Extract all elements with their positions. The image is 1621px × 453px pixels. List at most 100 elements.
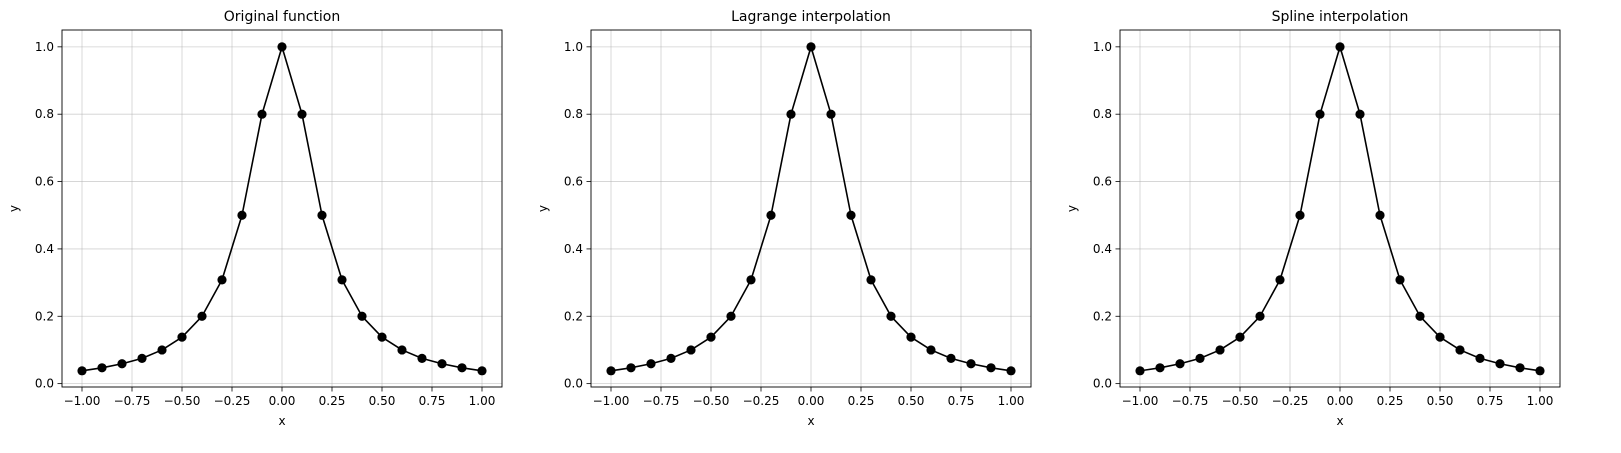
data-point <box>357 311 367 321</box>
data-point <box>317 210 327 220</box>
x-tick-label: −0.50 <box>693 394 730 408</box>
data-point <box>77 366 87 376</box>
data-point <box>1295 210 1305 220</box>
x-tick-label: 0.75 <box>1477 394 1504 408</box>
data-point <box>1435 332 1445 342</box>
y-tick-label: 0.4 <box>35 242 54 256</box>
x-tick-label: 1.00 <box>998 394 1025 408</box>
data-point <box>1235 332 1245 342</box>
data-point <box>1535 366 1545 376</box>
data-point <box>846 210 856 220</box>
data-point <box>1475 353 1485 363</box>
y-tick-label: 0.0 <box>1093 377 1112 391</box>
data-point <box>177 332 187 342</box>
y-tick-label: 0.6 <box>564 175 583 189</box>
data-point <box>906 332 916 342</box>
data-point <box>1255 311 1265 321</box>
y-tick-label: 0.4 <box>1093 242 1112 256</box>
x-tick-label: −0.25 <box>214 394 251 408</box>
data-point <box>137 353 147 363</box>
x-tick-label: 0.75 <box>419 394 446 408</box>
data-point <box>197 311 207 321</box>
x-tick-label: 0.25 <box>319 394 346 408</box>
y-tick-label: 0.8 <box>1093 107 1112 121</box>
y-tick-label: 0.2 <box>35 309 54 323</box>
y-tick-label: 1.0 <box>35 40 54 54</box>
data-point <box>866 275 876 285</box>
y-tick-label: 0.4 <box>564 242 583 256</box>
x-tick-label: −0.75 <box>114 394 151 408</box>
y-tick-label: 0.6 <box>35 175 54 189</box>
y-tick-label: 1.0 <box>564 40 583 54</box>
data-point <box>1335 42 1345 52</box>
y-axis-label: y <box>1065 205 1079 212</box>
chart-title: Spline interpolation <box>1272 9 1409 25</box>
x-tick-label: 0.75 <box>948 394 975 408</box>
data-point <box>157 345 167 355</box>
y-tick-label: 0.2 <box>564 309 583 323</box>
data-point <box>397 345 407 355</box>
data-point <box>117 359 127 369</box>
data-point <box>1515 363 1525 373</box>
chart-title: Original function <box>224 9 340 25</box>
data-point <box>1315 109 1325 119</box>
x-tick-label: 1.00 <box>469 394 496 408</box>
data-point <box>1495 359 1505 369</box>
data-point <box>706 332 716 342</box>
data-point <box>926 345 936 355</box>
data-point <box>377 332 387 342</box>
data-point <box>806 42 816 52</box>
chart-title: Lagrange interpolation <box>731 9 891 25</box>
subplot-3: −1.00 −0.75 −0.50 −0.25 0.00 0.25 0.50 0.75 1.00… <box>1065 9 1561 428</box>
x-tick-label: 1.00 <box>1527 394 1554 408</box>
data-point <box>277 42 287 52</box>
data-point <box>417 353 427 363</box>
x-axis-label: x <box>1336 414 1343 428</box>
x-tick-label: 0.00 <box>1327 394 1354 408</box>
data-point <box>1375 210 1385 220</box>
data-point <box>826 109 836 119</box>
y-tick-label: 0.8 <box>564 107 583 121</box>
data-point <box>1355 109 1365 119</box>
x-tick-label: 0.00 <box>269 394 296 408</box>
data-point <box>786 109 796 119</box>
data-point <box>606 366 616 376</box>
data-point <box>1006 366 1016 376</box>
data-point <box>1395 275 1405 285</box>
x-tick-label: −1.00 <box>64 394 101 408</box>
data-point <box>746 275 756 285</box>
x-tick-label: 0.25 <box>1377 394 1404 408</box>
data-point <box>1135 366 1145 376</box>
data-point <box>257 109 267 119</box>
data-point <box>1155 363 1165 373</box>
x-tick-label: −0.75 <box>643 394 680 408</box>
data-point <box>457 363 467 373</box>
x-tick-label: −0.50 <box>1222 394 1259 408</box>
data-point <box>646 359 656 369</box>
data-point <box>766 210 776 220</box>
y-tick-label: 0.6 <box>1093 175 1112 189</box>
x-tick-label: −1.00 <box>593 394 630 408</box>
data-point <box>337 275 347 285</box>
x-axis-label: x <box>807 414 814 428</box>
data-point <box>1415 311 1425 321</box>
y-axis-label: y <box>7 205 21 212</box>
axes-frame <box>61 29 503 388</box>
data-point <box>297 109 307 119</box>
x-tick-label: 0.00 <box>798 394 825 408</box>
data-point <box>1275 275 1285 285</box>
data-point <box>1455 345 1465 355</box>
x-tick-label: −0.25 <box>1272 394 1309 408</box>
subplot-2: −1.00 −0.75 −0.50 −0.25 0.00 0.25 0.50 0.75 1.00… <box>536 9 1032 428</box>
data-point <box>726 311 736 321</box>
y-tick-label: 0.0 <box>564 377 583 391</box>
data-point <box>437 359 447 369</box>
y-tick-label: 1.0 <box>1093 40 1112 54</box>
axes-frame <box>1119 29 1561 388</box>
data-point <box>626 363 636 373</box>
x-tick-label: −0.50 <box>164 394 201 408</box>
x-axis-label: x <box>278 414 285 428</box>
data-point <box>886 311 896 321</box>
